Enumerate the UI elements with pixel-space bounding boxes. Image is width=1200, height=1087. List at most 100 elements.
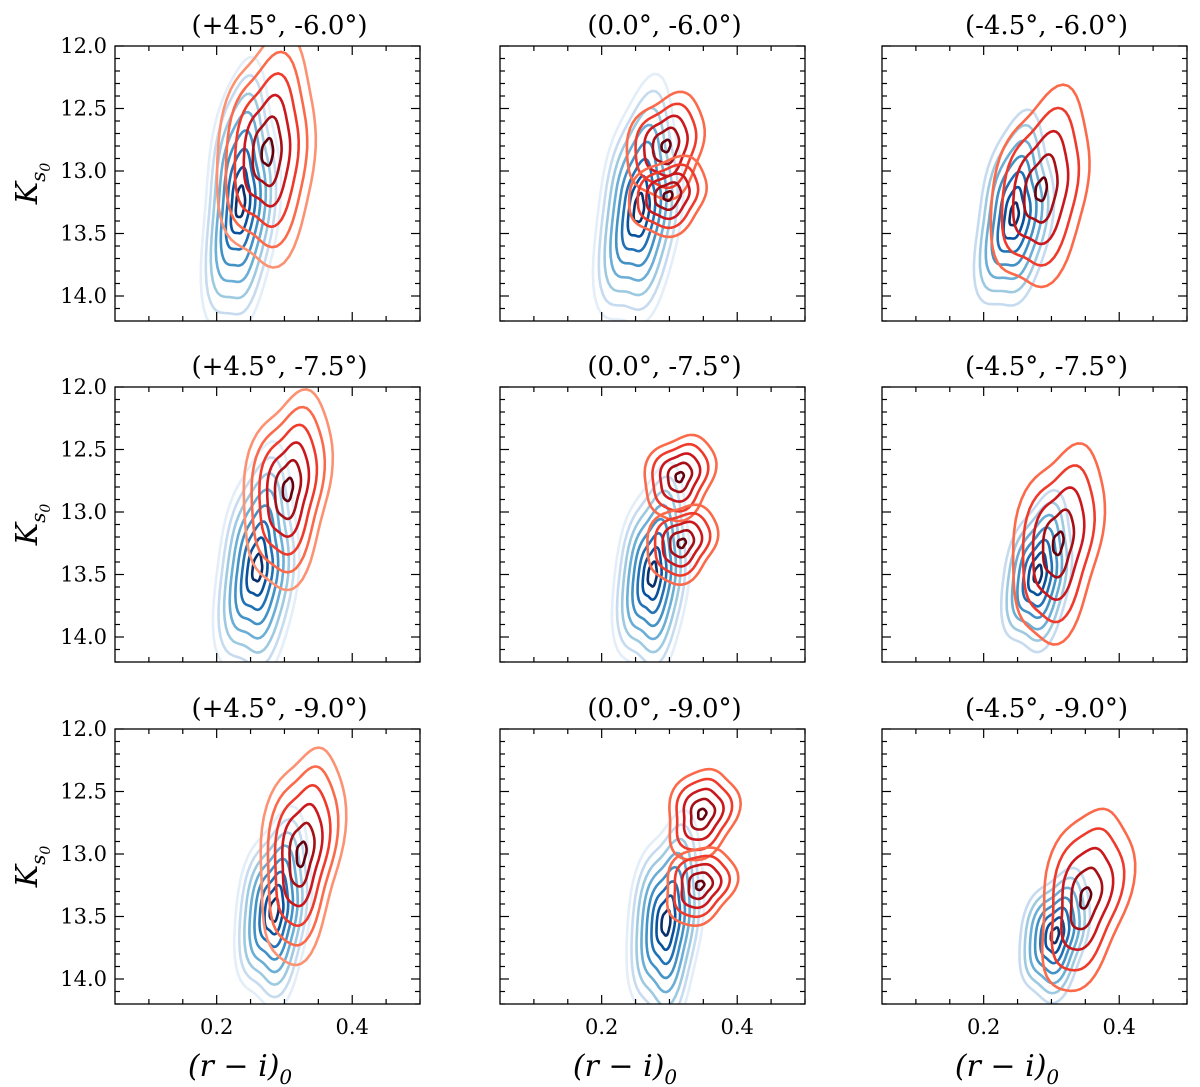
panel-title: (+4.5°, -7.5°): [191, 352, 367, 382]
red-contour: [1000, 106, 1081, 267]
panel-2: (0.0°, -6.0°): [499, 11, 806, 322]
contours: [999, 442, 1107, 654]
blue-contour: [615, 475, 687, 662]
red-contour: [260, 136, 275, 167]
blue-contour: [1023, 876, 1087, 995]
red-contour: [625, 90, 706, 201]
red-contour: [653, 511, 712, 577]
blue-contour: [984, 139, 1044, 281]
blue-contour: [631, 517, 673, 628]
panel-9: (-4.5°, -9.0°) 0.2 0.4 (r − i)0: [881, 694, 1188, 1087]
red-contour: [266, 765, 340, 947]
red-contour: [989, 83, 1091, 289]
blue-contour: [199, 55, 283, 321]
blue-contour: [641, 546, 663, 601]
blue-contour: [603, 106, 674, 297]
red-contour: [1051, 530, 1065, 557]
blue-contour: [625, 809, 706, 1004]
blue-contour: [1010, 513, 1064, 631]
y-tick-label: 12.5: [60, 97, 107, 121]
blue-contour: [972, 108, 1056, 307]
red-contour: [634, 102, 698, 190]
y-tick-label: 13.5: [60, 222, 107, 246]
panel-3: (-4.5°, -6.0°): [881, 11, 1188, 322]
panel-title: (0.0°, -7.5°): [587, 352, 741, 382]
blue-contour: [591, 72, 685, 321]
blue-contour: [237, 817, 309, 999]
red-contour: [259, 746, 348, 967]
x-tick-label: 0.2: [585, 1015, 618, 1039]
blue-contour: [635, 837, 696, 1004]
blue-contour: [646, 560, 659, 588]
blue-contour: [632, 191, 646, 224]
contours: [625, 767, 743, 1004]
red-contour: [680, 862, 723, 910]
red-contour: [1041, 508, 1076, 579]
panel-title: (+4.5°, -9.0°): [191, 694, 367, 724]
blue-contour: [1008, 201, 1021, 227]
red-contour: [288, 821, 316, 888]
blue-contour: [239, 520, 275, 612]
red-contour: [265, 441, 311, 539]
red-contour: [295, 840, 308, 869]
blue-contour: [640, 851, 692, 994]
red-contour: [1011, 442, 1107, 646]
y-axis-label: Ks0: [10, 163, 54, 206]
contours: [211, 387, 335, 662]
blue-contour: [645, 865, 687, 980]
red-contour: [666, 461, 694, 494]
blue-contour: [211, 440, 301, 662]
red-contour: [658, 452, 702, 503]
panel-title: (-4.5°, -9.0°): [965, 694, 1128, 724]
blue-contour: [655, 894, 677, 952]
red-contour: [273, 458, 303, 521]
panel-1: (+4.5°, -6.0°) 12.0 12.5 13.0 13.5 14.0 Ks0: [10, 11, 421, 322]
panel-title: (+4.5°, -6.0°): [191, 11, 367, 41]
contours: [199, 46, 318, 321]
contours: [232, 746, 348, 1004]
blue-contour: [620, 157, 657, 253]
red-contour: [242, 93, 292, 208]
red-contour: [1023, 153, 1059, 224]
blue-contour: [1021, 538, 1054, 608]
red-contour: [1031, 486, 1086, 602]
blue-contour: [245, 536, 269, 597]
y-tick-label: 14.0: [60, 967, 107, 991]
y-axis-label: Ks0: [10, 846, 54, 889]
red-contour: [281, 476, 295, 503]
blue-contour: [996, 170, 1032, 254]
red-contour: [643, 433, 718, 523]
red-contour: [636, 163, 700, 230]
red-contour: [676, 537, 688, 550]
blue-contour: [248, 844, 300, 974]
red-contour: [1040, 807, 1137, 993]
x-axis-label: (r − i)0: [955, 1049, 1060, 1087]
y-axis-label: Ks0: [10, 504, 54, 547]
panel-8: (0.0°, -9.0°) 0.2 0.4 (r − i)0: [499, 694, 806, 1087]
blue-contour: [250, 552, 264, 583]
blue-contour: [253, 857, 295, 961]
y-tick-label: 13.0: [60, 159, 107, 183]
panel-5: (0.0°, -7.5°): [499, 352, 806, 663]
red-contour: [1050, 827, 1126, 972]
blue-contour: [614, 140, 663, 268]
red-contour: [224, 50, 309, 249]
blue-contour: [263, 883, 285, 936]
x-tick-label: 0.2: [200, 1015, 233, 1039]
contours: [972, 83, 1091, 307]
red-contour: [661, 520, 704, 568]
blue-contour: [217, 456, 296, 662]
y-tick-label: 13.5: [60, 563, 107, 587]
red-contour: [1034, 176, 1049, 203]
red-contour: [682, 787, 725, 842]
red-contour: [668, 767, 743, 862]
panel-6: (-4.5°, -7.5°): [881, 352, 1188, 663]
blue-contour: [229, 165, 252, 235]
red-contour: [668, 528, 696, 559]
x-tick-label: 0.4: [721, 1015, 754, 1039]
red-contour: [662, 189, 674, 202]
blue-contour: [232, 804, 314, 1004]
blue-contour: [610, 460, 692, 662]
blue-contour: [1016, 526, 1059, 620]
axes-frame: [114, 45, 421, 322]
